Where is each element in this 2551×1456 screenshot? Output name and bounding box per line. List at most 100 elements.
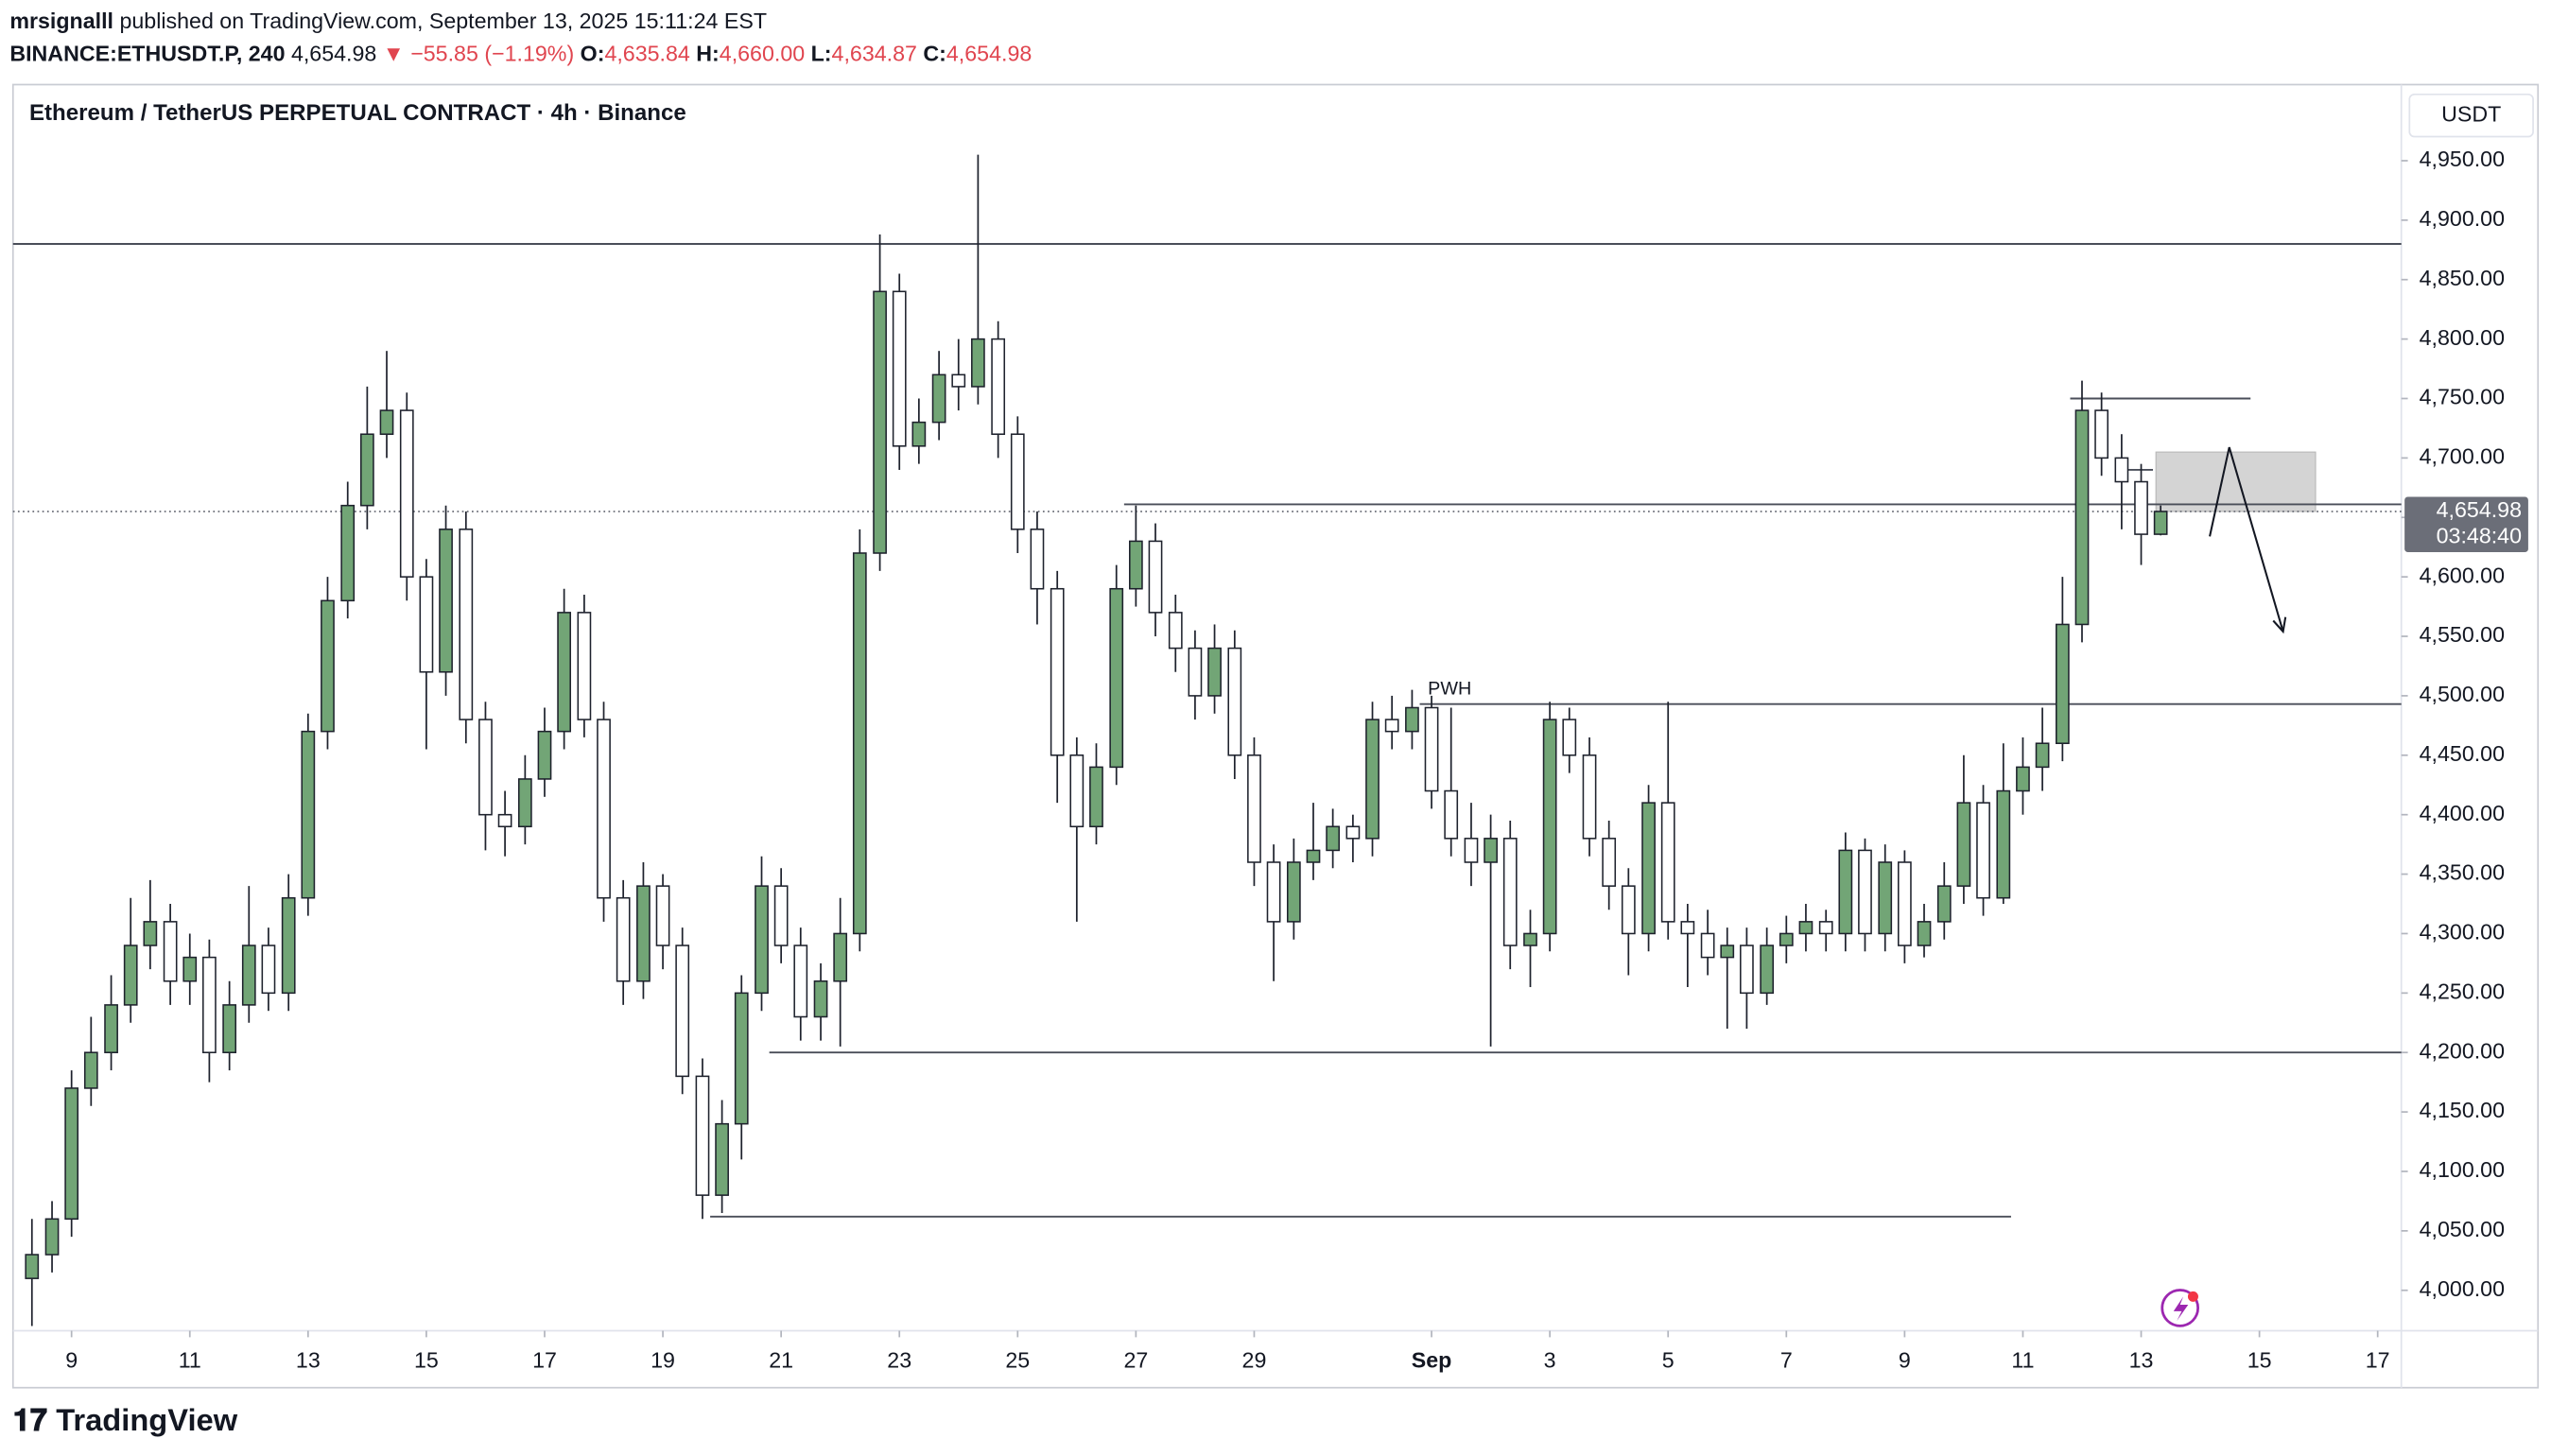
ohlc-key: C: (923, 42, 946, 66)
candle-body (1444, 789, 1459, 840)
candle-body (675, 945, 690, 1078)
header-price: 4,654.98 (291, 42, 376, 66)
candle-body (1523, 932, 1537, 946)
candle-body (2016, 766, 2030, 792)
candle-body (1405, 706, 1419, 733)
candle-body (301, 730, 316, 899)
candle-body (2094, 409, 2108, 459)
candle-body (439, 529, 453, 673)
ohlc-key: H: (696, 42, 720, 66)
candle-body (1660, 802, 1675, 923)
x-tick-label: 15 (2247, 1347, 2272, 1372)
candle-body (1286, 861, 1301, 923)
ohlc-value: 4,634.87 (832, 42, 917, 66)
currency-box[interactable] (2408, 93, 2534, 138)
candle-body (2055, 623, 2070, 744)
candle-body (379, 409, 394, 436)
alert-dot (2187, 1291, 2198, 1302)
y-tick-label: 4,750.00 (2420, 385, 2505, 409)
countdown: 03:48:40 (2437, 524, 2522, 548)
x-tick-label: 29 (1242, 1347, 1267, 1372)
candle-body (2074, 409, 2090, 626)
candle-body (104, 1004, 118, 1053)
x-tick-label: 7 (1780, 1347, 1793, 1372)
candle-body (517, 778, 532, 828)
y-tick-label: 4,050.00 (2420, 1217, 2505, 1241)
candle-body (340, 504, 356, 602)
last-price-label: 4,654.98 (2437, 497, 2522, 522)
candle-body (755, 885, 769, 995)
y-tick-label: 4,250.00 (2420, 979, 2505, 1003)
level-label: PWH (1428, 678, 1471, 699)
chart-frame (11, 83, 2540, 1389)
candle-body (1878, 861, 1893, 935)
ohlc-value: 4,654.98 (946, 42, 1032, 66)
candle-body (1858, 849, 1872, 935)
candle-body (83, 1051, 98, 1089)
candle-body (695, 1075, 710, 1196)
y-tick-label: 4,950.00 (2420, 147, 2505, 171)
ohlc-key: O: (581, 42, 605, 66)
candle-body (2134, 480, 2148, 535)
candle-body (655, 885, 670, 946)
candle-body (44, 1218, 60, 1256)
brand-name: TradingView (56, 1402, 238, 1437)
x-tick-label: 13 (296, 1347, 321, 1372)
candle-body (577, 612, 592, 720)
candle-body (773, 885, 789, 946)
x-tick-label: 27 (1123, 1347, 1148, 1372)
candle-body (616, 896, 631, 982)
candle-body (1562, 719, 1577, 756)
candle-body (873, 290, 887, 554)
x-tick-label: 3 (1544, 1347, 1556, 1372)
candle-body (1582, 754, 1597, 840)
candle-body (25, 1254, 40, 1279)
candle-body (182, 956, 198, 982)
candle-body (1345, 825, 1361, 840)
candle-body (597, 719, 611, 899)
candle-body (911, 421, 927, 447)
x-tick-label: 13 (2129, 1347, 2154, 1372)
y-tick-label: 4,350.00 (2420, 860, 2505, 885)
candle-body (537, 730, 552, 780)
y-tick-label: 4,900.00 (2420, 206, 2505, 231)
header-line-1: mrsignalll published on TradingView.com,… (9, 9, 767, 33)
alert-icon[interactable] (2161, 1289, 2199, 1327)
candle-body (123, 945, 138, 1006)
candle-body (1700, 932, 1715, 959)
candle-body (1030, 529, 1045, 590)
candle-body (636, 885, 651, 982)
candle-body (1188, 647, 1203, 697)
candle-body (971, 338, 985, 388)
y-tick-label: 4,300.00 (2420, 920, 2505, 945)
candle-body (1484, 838, 1498, 863)
header-change: ▼ −55.85 (−1.19%) (383, 42, 574, 66)
x-tick-label: 25 (1005, 1347, 1030, 1372)
brand: 𝟏𝟕 TradingView (13, 1402, 238, 1437)
projection-arrowhead (2272, 616, 2287, 634)
x-tick-label: 17 (2366, 1347, 2390, 1372)
ohlc-value: 4,660.00 (720, 42, 805, 66)
chart-title: Ethereum / TetherUS PERPETUAL CONTRACT ·… (29, 100, 686, 126)
y-tick-label: 4,500.00 (2420, 682, 2505, 706)
candle-body (1365, 719, 1380, 840)
candle-body (1502, 838, 1518, 946)
candle-body (1306, 849, 1321, 863)
x-tick-label: 15 (414, 1347, 439, 1372)
candle-body (1976, 802, 1990, 899)
candle-body (1424, 706, 1439, 792)
currency: USDT (2441, 101, 2501, 126)
candle-body (399, 409, 414, 578)
candle-body (419, 576, 434, 673)
y-tick-label: 4,700.00 (2420, 444, 2505, 469)
candle-body (2153, 511, 2168, 535)
candle-body (1956, 802, 1971, 887)
candle-body (892, 290, 907, 447)
y-tick-label: 4,400.00 (2420, 801, 2505, 825)
y-tick-label: 4,150.00 (2420, 1098, 2505, 1122)
candle-body (321, 599, 335, 733)
candle-body (281, 896, 296, 995)
candle-body (459, 529, 474, 720)
x-tick-label: 11 (179, 1347, 201, 1372)
candle-body (951, 373, 966, 388)
